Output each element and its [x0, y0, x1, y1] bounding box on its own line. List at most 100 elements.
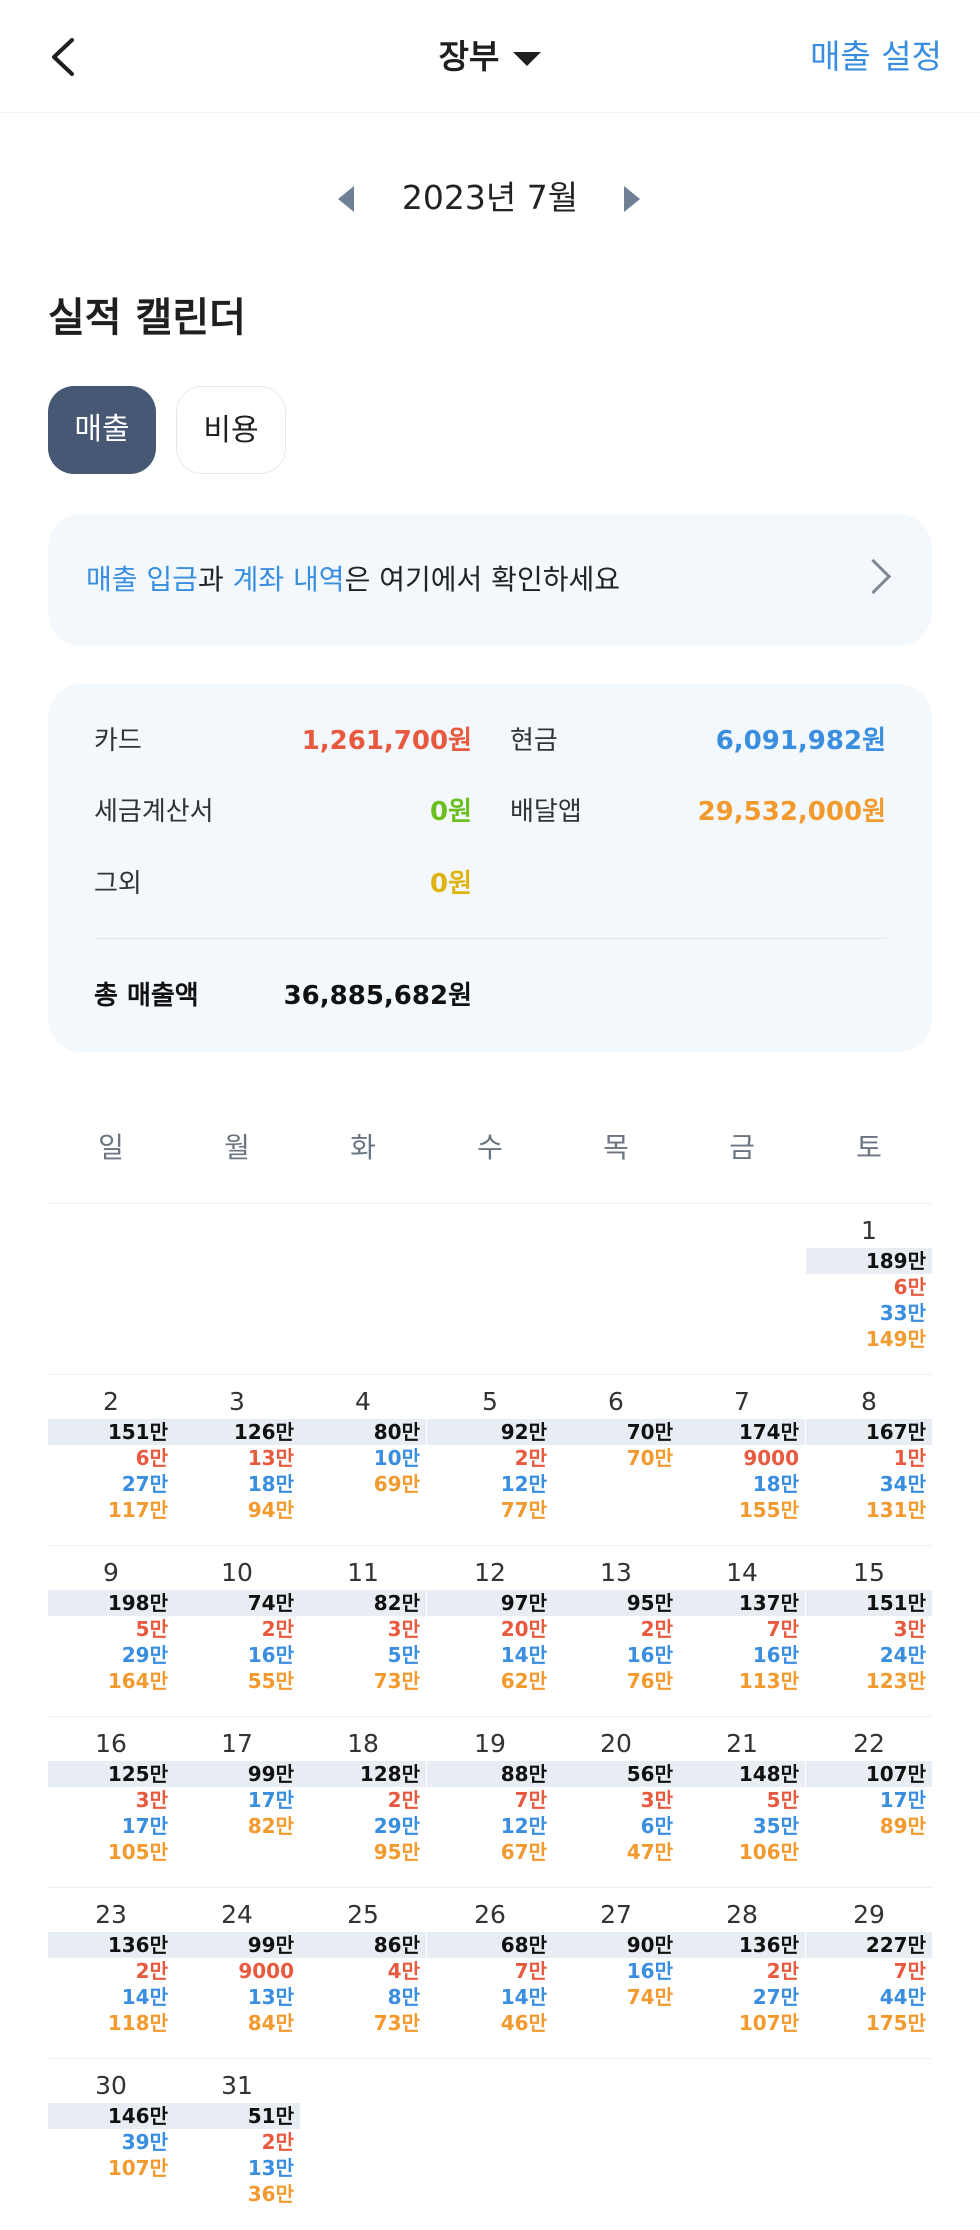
- calendar-day-cell[interactable]: 31 51만 2만 13만 36만: [174, 2059, 300, 2230]
- calendar-day-cell[interactable]: 18 128만 2만 29만 95만: [300, 1717, 426, 1888]
- day-total: 198만: [48, 1590, 174, 1616]
- calendar-day-cell[interactable]: 13 95만 2만 16만 76만: [553, 1546, 679, 1717]
- ledger-dropdown[interactable]: 장부: [0, 30, 980, 84]
- day-total: 107만: [806, 1761, 932, 1787]
- calendar-day-cell[interactable]: 24 99만 9000 13만 84만: [174, 1888, 300, 2059]
- calendar-week-row: 23 136만 2만 14만 118만 24 99만 9000 13만 84만 25 86만 4만 8만 7…: [48, 1887, 932, 2059]
- day-value-red: 5만: [135, 1617, 168, 1641]
- day-value-blue: 17만: [121, 1814, 168, 1838]
- day-number: 25: [347, 1900, 379, 1929]
- calendar-day-cell[interactable]: 23 136만 2만 14만 118만: [48, 1888, 174, 2059]
- day-total: 68만: [427, 1932, 553, 1958]
- calendar-day-cell[interactable]: 27 90만 16만 74만: [553, 1888, 679, 2059]
- calendar-day-cell[interactable]: 11 82만 3만 5만 73만: [300, 1546, 426, 1717]
- day-value-orange: 70만: [626, 1446, 673, 1470]
- prev-month-icon[interactable]: [338, 186, 354, 212]
- delivery-app-label: 배달앱: [510, 797, 582, 827]
- day-value-red: 7만: [514, 1959, 547, 1983]
- day-value-blue: 14만: [121, 1985, 168, 2009]
- calendar-day-cell[interactable]: 30 146만 39만 107만: [48, 2059, 174, 2230]
- banner-link-deposit: 매출 입금: [86, 563, 198, 596]
- day-number: 4: [355, 1387, 371, 1416]
- calendar-day-cell[interactable]: 4 80만 10만 69만: [300, 1375, 426, 1546]
- day-value-orange: 107만: [107, 2156, 168, 2180]
- calendar-day-cell[interactable]: 8 167만 1만 34만 131만: [806, 1375, 932, 1546]
- weekday-sat: 토: [856, 1131, 882, 1164]
- day-number: 23: [95, 1900, 127, 1929]
- calendar-day-cell[interactable]: 17 99만 17만 82만: [174, 1717, 300, 1888]
- day-value-blue: 6만: [640, 1814, 673, 1838]
- day-total: 189만: [806, 1248, 932, 1274]
- day-value-blue: 8만: [387, 1985, 420, 2009]
- day-value-red: 6만: [893, 1275, 926, 1299]
- day-value-blue: 35만: [752, 1814, 799, 1838]
- calendar-day-cell[interactable]: 14 137만 7만 16만 113만: [679, 1546, 805, 1717]
- banner-text-2: 은 여기에서 확인하세요: [344, 563, 620, 596]
- day-value-red: 13만: [247, 1446, 294, 1470]
- day-total: 148만: [679, 1761, 805, 1787]
- weekday-fri: 금: [729, 1131, 755, 1164]
- calendar-week-row: 16 125만 3만 17만 105만 17 99만 17만 82만 18 128만 2만 29만 95만…: [48, 1716, 932, 1888]
- calendar-day-cell[interactable]: 21 148만 5만 35만 106만: [679, 1717, 805, 1888]
- day-value-orange: 82만: [247, 1814, 294, 1838]
- calendar-day-cell[interactable]: 12 97만 20만 14만 62만: [427, 1546, 553, 1717]
- tax-invoice-value: 0원: [429, 797, 472, 827]
- day-number: 7: [734, 1387, 750, 1416]
- day-number: 9: [103, 1558, 119, 1587]
- calendar-day-cell[interactable]: 9 198만 5만 29만 164만: [48, 1546, 174, 1717]
- calendar-day-cell[interactable]: 25 86만 4만 8만 73만: [300, 1888, 426, 2059]
- day-value-orange: 55만: [247, 1669, 294, 1693]
- card-label: 카드: [94, 726, 142, 756]
- day-number: 21: [726, 1729, 758, 1758]
- day-value-orange: 62만: [500, 1669, 547, 1693]
- day-value-orange: 94만: [247, 1498, 294, 1522]
- tab-cost[interactable]: 비용: [176, 386, 286, 474]
- calendar-day-cell[interactable]: 5 92만 2만 12만 77만: [427, 1375, 553, 1546]
- calendar-day-cell[interactable]: 15 151만 3만 24만 123만: [806, 1546, 932, 1717]
- page-title: 장부: [438, 37, 500, 76]
- day-value-blue: 44만: [879, 1985, 926, 2009]
- day-number: 14: [726, 1558, 758, 1587]
- day-number: 29: [853, 1900, 885, 1929]
- calendar-day-cell[interactable]: 1 189만 6만 33만 149만: [806, 1204, 932, 1375]
- calendar-day-cell[interactable]: 26 68만 7만 14만 46만: [427, 1888, 553, 2059]
- calendar-day-cell[interactable]: 22 107만 17만 89만: [806, 1717, 932, 1888]
- calendar-week-row: 9 198만 5만 29만 164만 10 74만 2만 16만 55만 11 82만 3만 5만 73만 1…: [48, 1545, 932, 1717]
- calendar-day-cell[interactable]: 2 151만 6만 27만 117만: [48, 1375, 174, 1546]
- day-total: 136만: [679, 1932, 805, 1958]
- day-total: 137만: [679, 1590, 805, 1616]
- day-value-orange: 164만: [107, 1669, 168, 1693]
- day-number: 11: [347, 1558, 379, 1587]
- day-value-orange: 175만: [865, 2011, 926, 2035]
- section-title: 실적 캘린더: [48, 295, 246, 341]
- day-value-red: 7만: [766, 1617, 799, 1641]
- calendar-day-cell[interactable]: 6 70만 70만: [553, 1375, 679, 1546]
- day-number: 19: [474, 1729, 506, 1758]
- day-number: 3: [229, 1387, 245, 1416]
- back-button[interactable]: [44, 30, 84, 84]
- calendar-day-cell[interactable]: 16 125만 3만 17만 105만: [48, 1717, 174, 1888]
- day-value-blue: 29만: [373, 1814, 420, 1838]
- tab-sales[interactable]: 매출: [48, 386, 156, 474]
- calendar-day-cell[interactable]: 28 136만 2만 27만 107만: [679, 1888, 805, 2059]
- day-number: 30: [95, 2071, 127, 2100]
- day-total: 227만: [806, 1932, 932, 1958]
- deposit-info-banner[interactable]: 매출 입금과 계좌 내역은 여기에서 확인하세요: [48, 514, 932, 646]
- day-value-blue: 27만: [121, 1472, 168, 1496]
- day-number: 8: [861, 1387, 877, 1416]
- day-number: 2: [103, 1387, 119, 1416]
- calendar-day-cell[interactable]: 20 56만 3만 6만 47만: [553, 1717, 679, 1888]
- day-value-red: 1만: [893, 1446, 926, 1470]
- day-value-orange: 36만: [247, 2182, 294, 2206]
- calendar-day-cell[interactable]: 19 88만 7만 12만 67만: [427, 1717, 553, 1888]
- calendar-day-cell[interactable]: 10 74만 2만 16만 55만: [174, 1546, 300, 1717]
- calendar-day-cell[interactable]: 3 126만 13만 18만 94만: [174, 1375, 300, 1546]
- top-bar: 장부 매출 설정: [0, 0, 980, 113]
- calendar-day-cell[interactable]: 29 227만 7만 44만 175만: [806, 1888, 932, 2059]
- day-value-blue: 39만: [121, 2130, 168, 2154]
- day-value-red: 2만: [387, 1788, 420, 1812]
- next-month-icon[interactable]: [624, 186, 640, 212]
- day-value-orange: 105만: [107, 1840, 168, 1864]
- calendar-day-cell[interactable]: 7 174만 9000 18만 155만: [679, 1375, 805, 1546]
- sales-setting-link[interactable]: 매출 설정: [810, 37, 942, 76]
